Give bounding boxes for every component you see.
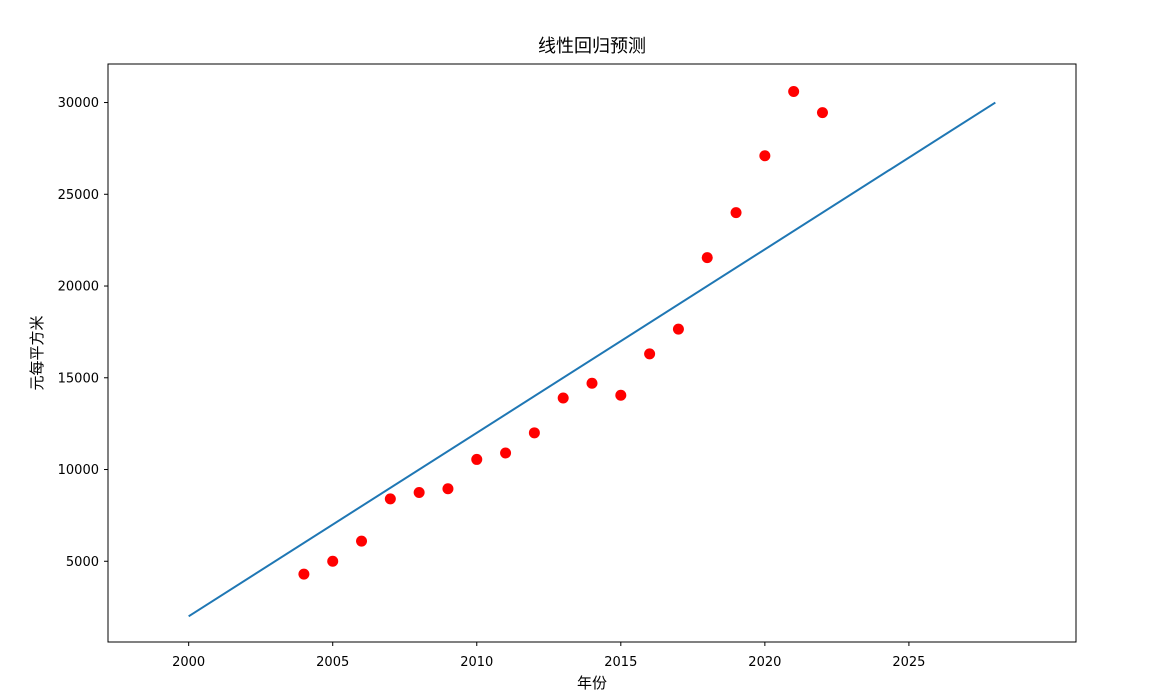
y-axis-title: 元每平方米 [28, 315, 46, 390]
data-point [644, 348, 656, 360]
x-tick-label: 2015 [604, 655, 637, 670]
y-axis: 5000 10000 15000 20000 25000 30000 [58, 96, 108, 570]
data-point [298, 568, 310, 580]
plot-marks [188, 86, 996, 618]
data-point [586, 377, 598, 389]
data-point [816, 107, 828, 119]
x-tick-label: 2020 [748, 655, 781, 670]
data-point [384, 493, 396, 505]
data-point [471, 453, 483, 465]
y-tick-label: 10000 [58, 463, 99, 478]
data-point [615, 389, 627, 401]
x-tick-label: 2005 [316, 655, 349, 670]
x-axis: 2000 2005 2010 2015 2020 2025 [172, 642, 925, 670]
data-point [356, 535, 368, 547]
data-point [672, 323, 684, 335]
chart-title: 线性回归预测 [538, 36, 646, 57]
data-point [528, 427, 540, 439]
y-tick-label: 5000 [66, 555, 99, 570]
y-tick-label: 20000 [58, 280, 99, 295]
data-point [788, 86, 800, 98]
data-point [557, 392, 569, 404]
x-tick-label: 2025 [892, 655, 925, 670]
data-point [327, 555, 339, 567]
regression-line [188, 101, 996, 618]
data-point [442, 483, 454, 495]
data-point [413, 486, 425, 498]
data-point [701, 252, 713, 264]
data-point [730, 207, 742, 219]
y-tick-label: 25000 [58, 188, 99, 203]
plot-area-frame [107, 63, 1077, 643]
data-point [500, 447, 512, 459]
x-axis-title: 年份 [577, 674, 607, 692]
y-tick-label: 15000 [58, 371, 99, 386]
data-point [759, 150, 771, 162]
y-tick-label: 30000 [58, 96, 99, 111]
x-tick-label: 2010 [460, 655, 493, 670]
x-tick-label: 2000 [172, 655, 205, 670]
